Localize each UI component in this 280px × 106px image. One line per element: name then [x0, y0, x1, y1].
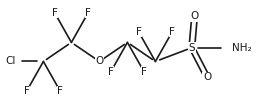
Text: F: F: [85, 8, 91, 18]
Text: F: F: [24, 86, 29, 96]
Text: F: F: [141, 67, 147, 77]
Text: O: O: [95, 56, 104, 66]
Text: O: O: [190, 11, 199, 21]
Text: F: F: [169, 27, 175, 37]
Text: Cl: Cl: [5, 56, 15, 66]
Text: NH₂: NH₂: [232, 43, 252, 53]
Text: F: F: [57, 86, 63, 96]
Text: S: S: [188, 43, 195, 53]
Text: F: F: [136, 27, 141, 37]
Text: O: O: [203, 72, 211, 82]
Text: F: F: [108, 67, 113, 77]
Text: F: F: [52, 8, 57, 18]
